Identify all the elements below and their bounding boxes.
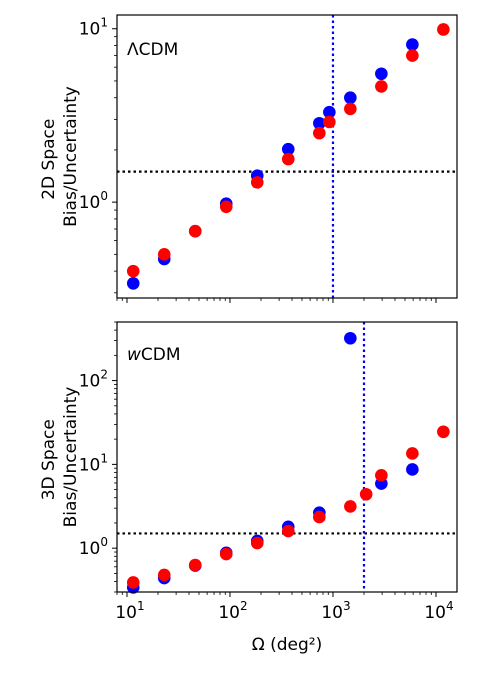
- panel-1-y-tick-label-exp-1: 1: [100, 16, 108, 30]
- panel-1-blue-point-0: [126, 277, 140, 290]
- panel-1-red-point-8: [344, 102, 357, 116]
- panel-2-x-tick-label-1: 102: [218, 599, 247, 623]
- panel-2-annotation-italic: w: [127, 345, 141, 365]
- panel-2-ylabel: 3D Space Bias/Uncertainty: [39, 387, 81, 528]
- panel-1-blue-point-7: [323, 105, 336, 119]
- panel-1-y-tick-label-exp-0: 0: [100, 189, 108, 203]
- panel-2-y-tick-label-0: 100: [79, 535, 108, 559]
- panel-2-x-tick-label-exp-2: 3: [343, 599, 351, 613]
- panel-1-blue-point-5: [281, 142, 295, 156]
- panel-2-red-point-3: [219, 547, 233, 561]
- panel-2-blue-point-9: [406, 463, 419, 476]
- panel-1-blue-point-8: [344, 91, 357, 105]
- panel-2-red-point-4: [250, 536, 264, 550]
- panel-2-frame: [116, 321, 458, 593]
- panel-2-y-tick-label-2: 102: [79, 368, 108, 392]
- panel-1-blue-point-9: [375, 67, 388, 81]
- panel-1-red-point-4: [250, 176, 264, 189]
- panel-2-y-tick-label-base-1: 10: [79, 455, 101, 475]
- panel-1-y-tick-label-1: 101: [79, 16, 108, 40]
- panel-1-frame: [116, 14, 458, 299]
- panel-2-y-tick-label-base-0: 10: [79, 539, 101, 559]
- panel-2-red-point-9: [375, 469, 388, 482]
- panel-2-x-tick-label-3: 104: [424, 599, 453, 623]
- panel-2-x-tick-label-base-1: 10: [218, 603, 240, 623]
- panel-2-red-point-7: [344, 500, 357, 513]
- panel-1-red-point-0: [126, 264, 140, 278]
- panel-1-red-point-7: [323, 115, 336, 129]
- panel-2-y-tick-label-1: 101: [79, 451, 108, 475]
- panel-2-x-tick-label-0: 101: [115, 599, 144, 623]
- panel-2-red-point-2: [188, 558, 202, 572]
- panel-2-red-point-1: [157, 568, 171, 582]
- panel-1-blue-point-10: [406, 38, 419, 51]
- panel-2-x-tick-label-2: 103: [321, 599, 350, 623]
- panel-2-red-point-11: [437, 425, 450, 439]
- panel-2-y-tick-label-exp-1: 1: [100, 451, 108, 465]
- panel-2-x-tick-label-exp-1: 2: [240, 599, 248, 613]
- panel-2-x-tick-label-base-2: 10: [321, 603, 343, 623]
- panel-2-annotation: wCDM: [127, 345, 181, 365]
- panel-1-y-tick-label-0: 100: [79, 189, 108, 213]
- panel-2-x-tick-label-base-0: 10: [115, 603, 137, 623]
- panel-2-red-point-0: [126, 576, 140, 589]
- panel-2-x-tick-label-exp-0: 1: [137, 599, 145, 613]
- panel-1-red-point-6: [313, 126, 326, 140]
- panel-2-x-tick-label-base-3: 10: [424, 603, 446, 623]
- panel-2-y-tick-label-exp-2: 2: [100, 368, 108, 382]
- panel-2-red-point-10: [406, 447, 419, 460]
- panel-1-ylabel-line1: 2D Space: [39, 119, 59, 200]
- panel-1-ylabel: 2D Space Bias/Uncertainty: [39, 86, 81, 227]
- panel-2-y-tick-label-exp-0: 0: [100, 535, 108, 549]
- panel-2-red-point-8: [359, 487, 373, 501]
- panel-1-blue-point-6: [313, 116, 326, 130]
- panel-2-red-point-6: [313, 510, 326, 524]
- panel-1-y-tick-label-base-0: 10: [79, 193, 101, 213]
- panel-1-red-point-2: [188, 224, 202, 238]
- panel-2-ylabel-line2: Bias/Uncertainty: [61, 387, 81, 528]
- panel-1-red-point-1: [157, 248, 171, 261]
- panel-2-blue-point-7: [344, 331, 357, 345]
- panel-1-red-point-11: [437, 23, 450, 36]
- panel-2-marks: [117, 322, 457, 594]
- panel-1-red-point-10: [406, 49, 419, 62]
- panel-1-annotation: ΛCDM: [127, 40, 178, 60]
- panel-1-red-point-3: [219, 200, 233, 214]
- panel-2-annotation-rest: CDM: [141, 345, 181, 365]
- panel-1-red-point-5: [281, 152, 295, 166]
- panel-1-ylabel-line2: Bias/Uncertainty: [61, 86, 81, 227]
- panel-2-ylabel-line1: 3D Space: [39, 419, 59, 500]
- panel-1-red-point-9: [375, 80, 388, 93]
- panel-2-x-tick-label-exp-3: 4: [446, 599, 454, 613]
- panel-2-y-tick-label-base-2: 10: [79, 372, 101, 392]
- panel-2-red-point-5: [281, 524, 295, 538]
- panel-1-marks: [117, 15, 457, 298]
- panel-1-y-tick-label-base-1: 10: [79, 20, 101, 40]
- x-axis-label: Ω (deg²): [252, 635, 323, 655]
